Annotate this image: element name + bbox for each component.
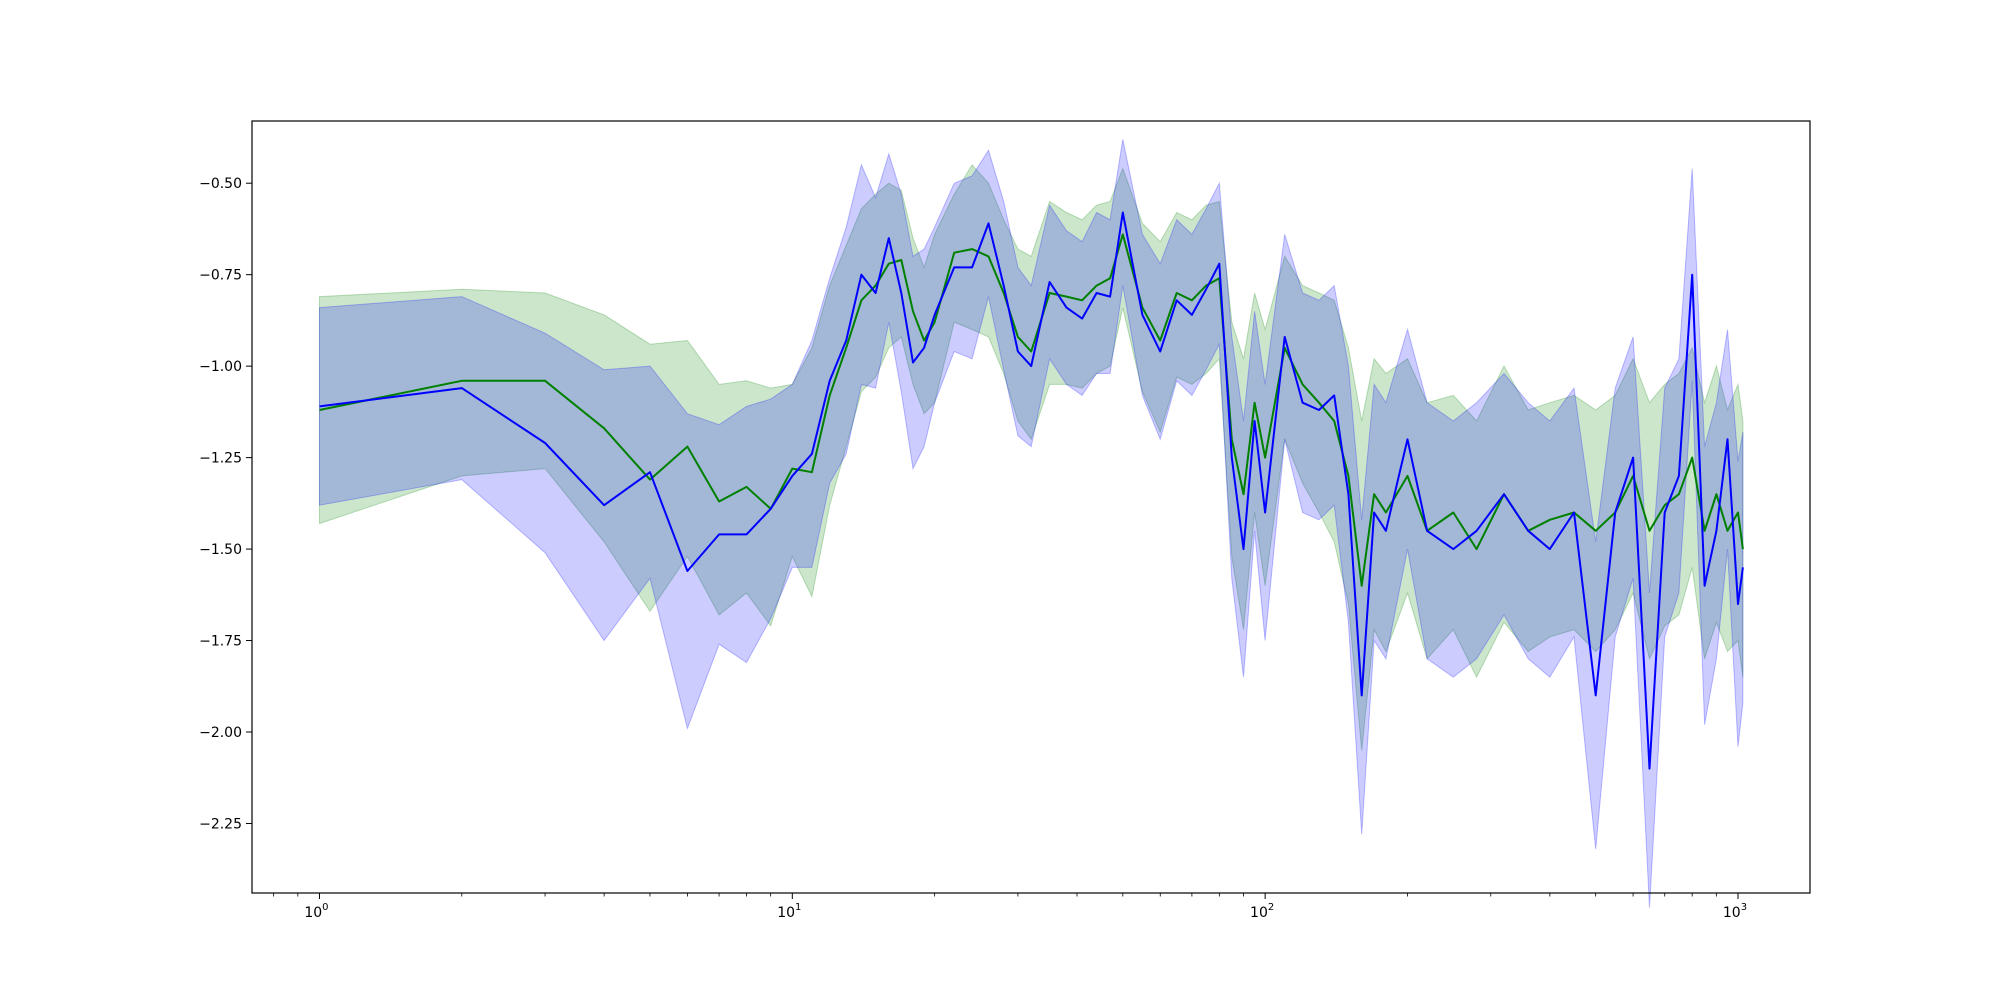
series-0-band: [319, 164, 1744, 751]
confidence-bands: [319, 139, 1744, 908]
y-tick-label-6: −2.00: [199, 725, 242, 741]
y-tick-label-4: −1.50: [199, 542, 242, 558]
series-lines: [319, 211, 1744, 770]
axes: −0.50 −0.75 −1.00 −1.25 −1.50 −1.75 −2.00 −2.25…: [199, 120, 1811, 921]
x-tick-label-3: 103: [1723, 902, 1747, 921]
y-tick-label-0: −0.50: [199, 176, 242, 192]
y-tick-label-2: −1.00: [199, 359, 242, 375]
y-tick-label-1: −0.75: [199, 268, 242, 284]
series-1-band: [319, 139, 1744, 908]
y-tick-label-5: −1.75: [199, 634, 242, 650]
plot-frame: [251, 120, 1811, 894]
y-tick-label-3: −1.25: [199, 451, 242, 467]
x-tick-label-1: 101: [777, 902, 801, 921]
series-1-line: [319, 211, 1744, 770]
x-tick-label-2: 102: [1250, 902, 1274, 921]
series-0-line: [319, 233, 1744, 587]
y-tick-label-7: −2.25: [199, 816, 242, 832]
x-tick-label-0: 100: [304, 902, 328, 921]
